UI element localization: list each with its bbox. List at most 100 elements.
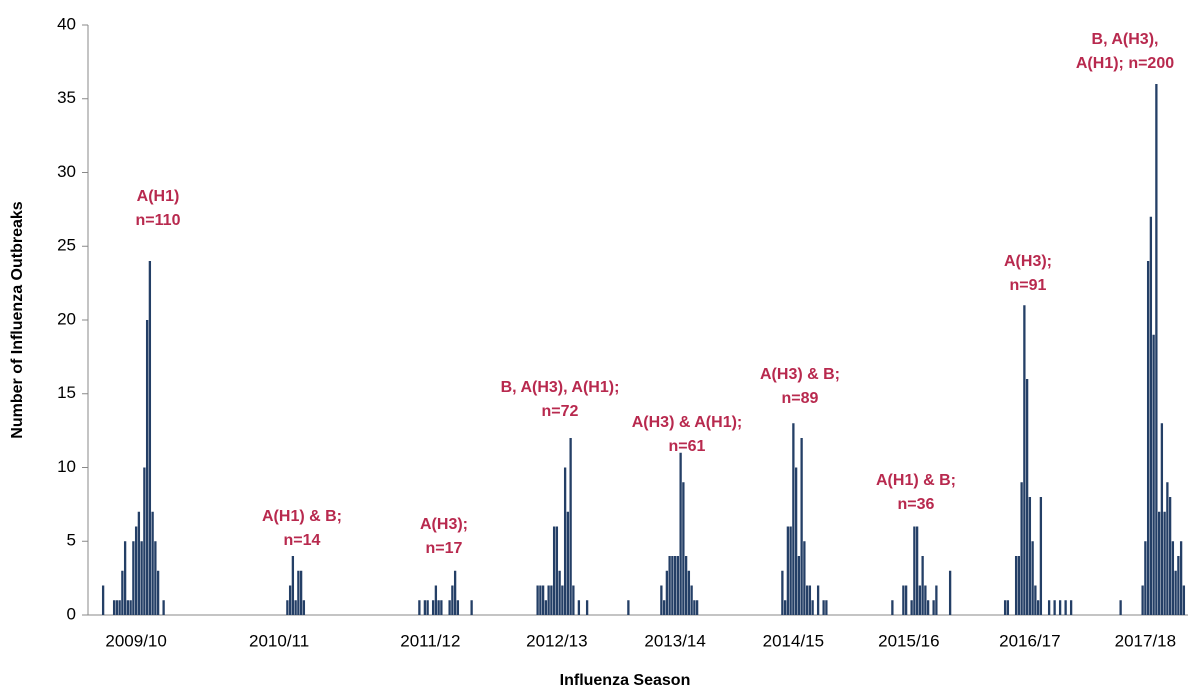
bar [695,600,699,615]
bar [822,600,825,615]
bar [286,600,289,615]
bar [948,570,952,615]
y-tick-label: 0 [67,604,76,623]
bar [1025,379,1029,615]
bar [569,438,572,615]
bar [288,585,292,615]
x-axis-title: Influenza Season [560,672,691,689]
bar [1146,261,1150,615]
x-tick-label: 2011/12 [400,631,460,650]
x-tick-label: 2016/17 [999,631,1060,650]
bar [101,585,105,615]
bar [451,585,454,615]
annotation: A(H1) [137,188,180,205]
bar [1047,600,1051,615]
bar [151,511,154,615]
annotation: A(H3) & A(H1); [632,414,743,431]
bar [789,526,792,615]
bar [1166,482,1169,615]
bar [918,585,922,615]
bar [123,541,127,615]
bar [577,600,581,615]
bar [112,600,116,615]
bar [291,556,295,615]
bar [913,526,916,615]
bar [1160,423,1164,615]
bar [1119,600,1122,615]
bar [910,600,913,615]
bar [926,600,930,615]
bar [126,600,130,615]
bar [792,423,795,615]
y-tick-label: 20 [57,309,76,328]
x-tick-label: 2013/14 [644,631,705,650]
bar [1017,556,1021,615]
bar [690,585,693,615]
bar [1039,497,1043,615]
bar [665,570,669,615]
bar [1031,541,1034,615]
bar [585,600,589,615]
bar [148,261,152,615]
bar [1064,600,1067,615]
bar [434,585,438,615]
bar [555,526,559,615]
bar [440,600,443,615]
bar [693,600,696,615]
bar [671,556,674,615]
bar [1155,84,1158,615]
bar [1152,334,1155,615]
bar [1149,216,1153,615]
bar [115,600,119,615]
bar [1144,541,1147,615]
bar [299,570,303,615]
bar [668,556,671,615]
bar [1182,585,1186,615]
bar [156,570,160,615]
bar [1053,600,1056,615]
bar [1058,600,1062,615]
bar [134,526,138,615]
bar [1023,305,1026,615]
bar [924,585,927,615]
bar [805,585,809,615]
bar [140,541,143,615]
bar [470,600,473,615]
bar [1174,570,1177,615]
bar [539,585,542,615]
annotation: B, A(H3), [1092,31,1159,48]
bar [921,556,924,615]
bar [1141,585,1144,615]
bar [456,600,460,615]
bar [437,600,440,615]
x-tick-label: 2014/15 [763,631,824,650]
annotation: n=72 [542,403,579,420]
bar [297,570,300,615]
bar [431,600,435,615]
annotation: n=61 [669,438,706,455]
bar [794,467,798,615]
x-tick-label: 2012/13 [526,631,587,650]
bar [687,570,691,615]
bar [679,452,682,615]
bar [682,482,685,615]
bar [781,570,784,615]
bar [662,600,666,615]
bar [660,585,663,615]
x-tick-label: 2017/18 [1115,631,1176,650]
bar [453,570,457,615]
bar [808,585,812,615]
bar [1168,497,1172,615]
annotation: A(H1); n=200 [1076,55,1174,72]
bar [1020,482,1023,615]
bar [426,600,429,615]
annotation: n=91 [1010,277,1047,294]
bar [572,585,575,615]
bar [684,556,688,615]
bar [902,585,905,615]
bar [129,600,132,615]
bar [550,585,553,615]
bar [294,600,297,615]
bar [904,585,908,615]
